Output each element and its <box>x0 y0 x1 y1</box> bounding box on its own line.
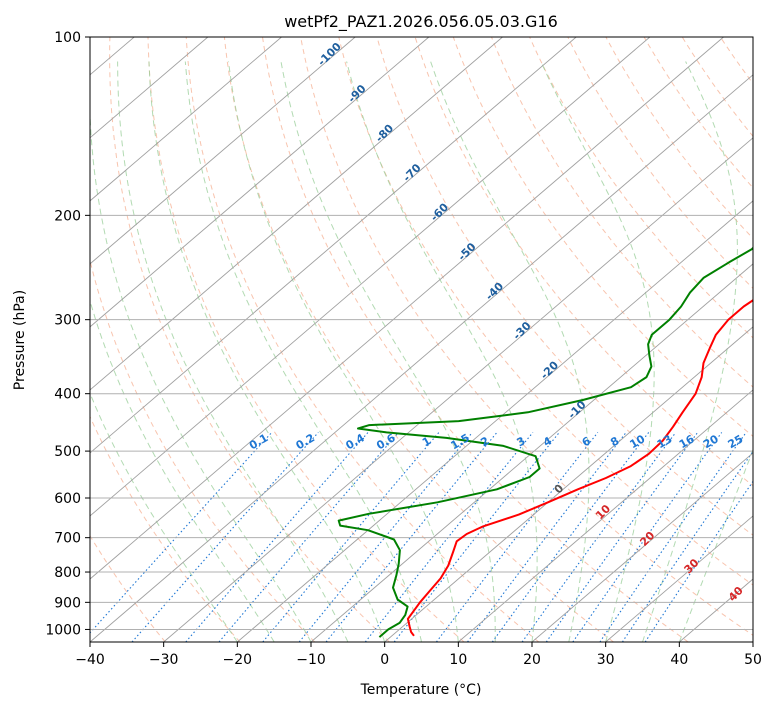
pressure-gridlines <box>90 37 753 630</box>
plot-frame <box>89 36 754 643</box>
mixing-ratio-line <box>644 480 753 642</box>
dry-adiabat-line <box>491 37 753 388</box>
mixing-ratio-line <box>298 432 473 642</box>
mixing-ratio-line <box>218 432 400 642</box>
mixing-ratio-line <box>572 432 723 642</box>
isotherm-line <box>90 37 503 391</box>
mixing-ratio-line <box>491 432 650 642</box>
isotherm-line <box>90 74 753 642</box>
mixing-ratio-line <box>185 432 369 642</box>
x-tick-label: −30 <box>149 652 179 668</box>
dry-adiabat-line <box>262 37 689 642</box>
mixing-ratio-line <box>364 432 534 642</box>
dry-adiabat-line <box>567 37 753 290</box>
moist-adiabat-line <box>90 392 238 642</box>
y-tick-label: 300 <box>54 313 81 329</box>
mixing-ratio-line <box>467 432 627 642</box>
dry-adiabat-line <box>90 415 241 642</box>
y-tick-label: 400 <box>54 387 81 403</box>
x-tick-label: 50 <box>744 652 762 668</box>
y-tick-label: 700 <box>54 531 81 547</box>
y-tick-label: 200 <box>54 208 81 224</box>
dry-adiabat-line <box>338 37 753 586</box>
x-tick-label: 20 <box>523 652 541 668</box>
y-tick-label: 900 <box>54 595 81 611</box>
moist-adiabat-line <box>346 61 538 642</box>
x-axis-ticks: −40 −30 −20 −10 0 10 20 30 40 50 <box>75 642 762 668</box>
x-tick-label: −20 <box>223 652 253 668</box>
y-tick-label: 1000 <box>45 622 81 638</box>
moist-adiabat-line <box>430 61 590 642</box>
guide-lines <box>90 37 753 642</box>
dry-adiabat-line <box>300 37 753 636</box>
isotherm-line <box>90 37 651 517</box>
temperature-profile-line <box>406 299 753 637</box>
profile-series <box>337 246 753 638</box>
isotherm-line <box>458 389 753 642</box>
mixing-ratio-line <box>621 450 753 642</box>
isotherm-line <box>605 515 753 642</box>
dry-adiabat-line <box>605 37 753 240</box>
dry-adiabat-line <box>414 37 753 487</box>
isotherm-line <box>237 200 753 642</box>
dry-adiabat-line <box>223 37 614 642</box>
x-axis-label: Temperature (°C) <box>360 682 482 698</box>
x-tick-label: 10 <box>449 652 467 668</box>
chart-title: wetPf2_PAZ1.2026.056.05.03.G16 <box>284 12 558 32</box>
mixing-ratio-line <box>90 432 273 634</box>
y-axis-ticks: 100 200 300 400 500 600 700 800 900 1000 <box>45 30 90 638</box>
moist-adiabat-line <box>280 61 496 642</box>
mixing-ratio-line <box>262 432 440 642</box>
dry-adiabat-line <box>529 37 753 339</box>
y-tick-label: 100 <box>54 30 81 46</box>
dewpoint-profile-line <box>337 246 753 638</box>
dry-adiabat-line <box>109 37 390 642</box>
x-tick-label: 30 <box>597 652 615 668</box>
x-tick-label: 0 <box>380 652 389 668</box>
moist-adiabat-line <box>90 298 275 642</box>
mixing-ratio-line <box>131 432 319 642</box>
x-tick-label: −40 <box>75 652 105 668</box>
isotherm-line <box>90 37 282 202</box>
moist-adiabat-line <box>184 61 422 642</box>
moist-adiabat-line <box>117 61 349 642</box>
y-tick-label: 800 <box>54 565 81 581</box>
moist-adiabat-line <box>642 61 738 642</box>
isotherm-line <box>384 326 753 642</box>
moist-adiabat-line <box>148 61 386 642</box>
isotherm-line <box>310 263 753 642</box>
mixing-ratio-line <box>325 432 498 642</box>
isotherm-line <box>90 37 724 580</box>
moist-adiabat-line <box>540 61 655 642</box>
y-axis-label: Pressure (hPa) <box>12 290 28 390</box>
moist-adiabat-line <box>678 448 753 642</box>
moist-adiabat-line <box>228 61 459 642</box>
dry-adiabat-line <box>376 37 753 536</box>
dry-adiabat-line <box>452 37 753 437</box>
dry-adiabat-line <box>147 37 465 642</box>
isotherm-line <box>531 452 753 642</box>
x-tick-label: −10 <box>296 652 326 668</box>
isotherm-line <box>90 37 430 328</box>
moist-adiabat-line <box>90 61 312 642</box>
isotherm-line <box>90 37 356 265</box>
isotherm-line <box>90 37 577 454</box>
y-tick-label: 500 <box>54 444 81 460</box>
y-tick-label: 600 <box>54 491 81 507</box>
x-tick-label: 40 <box>670 652 688 668</box>
